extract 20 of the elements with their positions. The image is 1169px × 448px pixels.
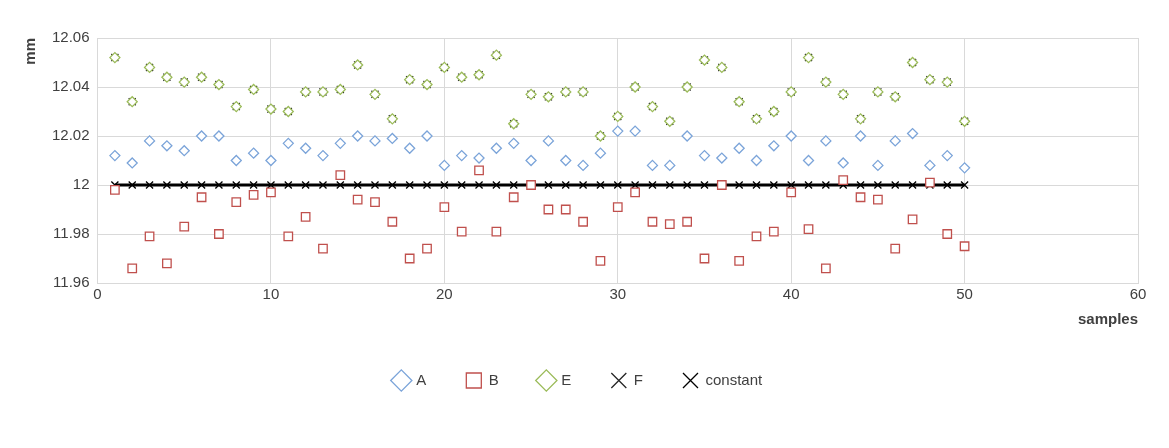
y-tick-label: 12.06 (51, 28, 90, 46)
y-tick-label: 11.96 (53, 273, 90, 291)
y-tick-label: 11.98 (53, 224, 90, 242)
y-tick-label: 12.02 (51, 126, 90, 144)
x-tick-label: 50 (956, 285, 973, 303)
legend-label: A (416, 370, 427, 388)
y-tick-label: 12.04 (51, 77, 90, 95)
legend-label: constant (705, 370, 764, 388)
legend-label: F (633, 370, 643, 388)
legend-label: B (488, 370, 499, 388)
legend-label: E (561, 370, 572, 388)
x-tick-label: 30 (609, 285, 627, 303)
x-tick-label: 20 (436, 285, 453, 303)
x-tick-label: 60 (1129, 285, 1147, 303)
x-tick-label: 10 (262, 285, 280, 303)
x-axis-title: samples (1077, 310, 1138, 328)
y-axis-title: mm (21, 38, 39, 65)
x-tick-label: 40 (782, 285, 800, 303)
y-tick-label: 12 (72, 175, 90, 193)
x-tick-label: 0 (93, 285, 102, 303)
